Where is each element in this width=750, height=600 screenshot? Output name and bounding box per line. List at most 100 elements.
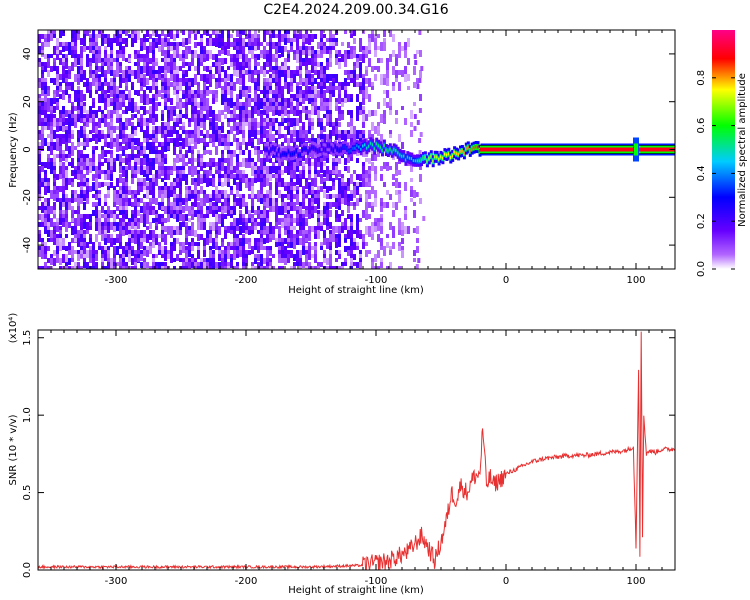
spectrogram-cell (89, 214, 92, 222)
spectrogram-cell (182, 206, 185, 213)
spectrogram-cell (320, 166, 323, 173)
spectrogram-cell (212, 222, 215, 231)
spectrogram-cell (329, 82, 332, 90)
spectrogram-cell (68, 222, 71, 228)
spectrogram-cell (278, 206, 281, 215)
spectrogram-cell (215, 214, 218, 223)
spectrogram-cell (122, 138, 125, 144)
spectrogram-cell (212, 238, 215, 243)
spectrogram-cell (257, 222, 260, 226)
spectrogram-cell (38, 134, 41, 140)
spectrogram-cell (305, 94, 308, 101)
spectrogram-cell (377, 234, 380, 242)
spectrogram-cell (359, 70, 362, 78)
spectrogram-cell (383, 246, 386, 250)
spectrogram-cell (128, 218, 131, 224)
spectrogram-cell (131, 30, 134, 35)
spectrogram-cell (203, 50, 206, 55)
spectrogram-cell (80, 174, 83, 183)
spectrogram-cell (308, 254, 311, 260)
spectrogram-cell (320, 158, 323, 162)
spectrogram-cell (266, 86, 269, 93)
spectrogram-cell (236, 106, 239, 110)
spectrogram-cell (167, 218, 170, 222)
spectrogram-cell (74, 50, 77, 54)
spectrogram-cell (365, 86, 368, 91)
spectrogram-cell (98, 54, 101, 63)
spectrogram-cell (149, 182, 152, 189)
spectrogram-cell (179, 66, 182, 71)
spectrogram-cell (359, 174, 362, 181)
spectrogram-cell (128, 190, 131, 195)
spectrogram-cell (266, 250, 269, 259)
spectrogram-cell (416, 50, 419, 54)
spectrogram-cell (326, 194, 329, 199)
spectrogram-cell (146, 30, 149, 37)
spectrogram-cell (77, 30, 80, 36)
spectrogram-cell (86, 78, 89, 82)
spectrogram-cell (308, 50, 311, 56)
spectrogram-cell (335, 58, 338, 65)
spectrogram-cell (212, 126, 215, 135)
spectrogram-cell (146, 238, 149, 243)
spectrogram-cell (125, 250, 128, 257)
spectrogram-cell (299, 250, 302, 259)
spectrogram-cell (215, 146, 218, 155)
spectrogram-cell (206, 162, 209, 167)
spectrogram-cell (338, 86, 341, 92)
spectrogram-cell (272, 206, 275, 212)
spectrogram-cell (224, 102, 227, 106)
spectrogram-cell (260, 222, 263, 230)
spectrogram-cell (278, 246, 281, 250)
spectrogram-cell (167, 214, 170, 218)
spectrogram-cell (338, 98, 341, 104)
spectrogram-cell (86, 242, 89, 248)
spectrogram-cell (170, 46, 173, 51)
spectrogram-cell (362, 82, 365, 91)
spectrogram-cell (236, 174, 239, 180)
spectrogram-cell (167, 130, 170, 137)
spectrogram-cell (290, 250, 293, 258)
spectrogram-cell (143, 34, 146, 42)
spectrogram-cell (161, 66, 164, 73)
spectrogram-cell (287, 230, 290, 236)
spectrogram-cell (404, 118, 407, 125)
spectrogram-cell (367, 144, 370, 148)
spectrogram-cell (65, 42, 68, 46)
spectrogram-cell (290, 158, 293, 165)
spectrogram-cell (161, 154, 164, 161)
spectrogram-cell (275, 70, 278, 76)
spectrogram-cell (44, 78, 47, 85)
spectrogram-cell (206, 66, 209, 72)
spectrogram-cell (62, 62, 65, 66)
spectrogram-cell (224, 114, 227, 119)
spectrogram-cell (170, 190, 173, 197)
spectrogram-cell (344, 226, 347, 230)
spectrogram-cell (95, 50, 98, 55)
spectrogram-cell (194, 198, 197, 207)
spectrogram-cell (278, 166, 281, 173)
spectrogram-cell (47, 178, 50, 182)
spectrogram-cell (56, 98, 59, 104)
spectrogram-cell (272, 54, 275, 62)
spectrogram-cell (270, 148, 273, 152)
spectrogram-cell (326, 186, 329, 193)
spectrogram-cell (287, 234, 290, 241)
spectrogram-cell (215, 126, 218, 130)
spectrogram-cell (278, 86, 281, 90)
spectrogram-cell (368, 110, 371, 117)
spectrogram-cell (188, 38, 191, 44)
spectrogram-cell (326, 266, 329, 269)
spectrogram-cell (275, 34, 278, 38)
spectrogram-cell (239, 250, 242, 257)
spectrogram-cell (206, 114, 209, 120)
spectrogram-cell (335, 106, 338, 111)
spectrogram-cell (149, 58, 152, 64)
spectrogram-cell (230, 166, 233, 170)
spectrogram-cell (251, 186, 254, 195)
spectrogram-cell (158, 170, 161, 174)
spectrogram-cell (311, 202, 314, 206)
spectrogram-cell (113, 78, 116, 85)
spectrogram-cell (359, 198, 362, 202)
spectrogram-cell (374, 174, 377, 181)
